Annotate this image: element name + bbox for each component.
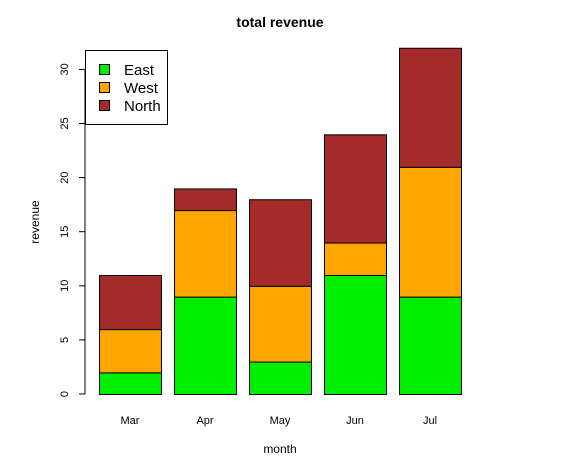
y-tick-label: 5 — [59, 337, 71, 343]
legend-swatch-north — [99, 100, 110, 111]
y-tick-label: 25 — [59, 117, 71, 129]
bar-segment-north-mar — [99, 274, 162, 331]
bar-segment-north-jun — [324, 134, 387, 244]
bar-segment-north-jul — [399, 47, 462, 168]
legend-swatch-west — [99, 82, 110, 93]
bar-segment-east-jul — [399, 296, 462, 395]
y-axis: 0 5 10 15 20 25 30 — [59, 63, 86, 397]
legend-swatch-east — [99, 64, 110, 75]
x-tick-label-may: May — [270, 415, 291, 427]
x-axis-tick-labels: Mar Apr May Jun Jul — [121, 415, 438, 427]
bars — [99, 47, 462, 396]
bar-segment-west-jun — [324, 242, 387, 276]
legend-label-east: East — [124, 62, 155, 79]
bar-segment-east-may — [249, 361, 312, 396]
legend-label-north: North — [124, 98, 161, 115]
x-tick-label-apr: Apr — [196, 415, 213, 427]
bar-segment-east-mar — [99, 372, 162, 395]
chart-title: total revenue — [236, 14, 323, 30]
y-tick-label: 15 — [59, 226, 71, 238]
bar-segment-north-apr — [174, 188, 237, 212]
y-tick-label: 20 — [59, 171, 71, 183]
x-tick-label-jul: Jul — [423, 415, 437, 427]
bar-segment-west-jul — [399, 166, 462, 298]
y-tick-label: 0 — [59, 391, 71, 397]
y-axis-label: revenue — [28, 200, 42, 244]
bar-segment-west-apr — [174, 210, 237, 298]
x-tick-label-mar: Mar — [121, 415, 140, 427]
y-tick-label: 10 — [59, 280, 71, 292]
legend-label-west: West — [124, 80, 159, 97]
bar-segment-east-jun — [324, 274, 387, 396]
bar-segment-north-may — [249, 199, 312, 287]
bar-segment-west-mar — [99, 329, 162, 374]
x-tick-label-jun: Jun — [346, 415, 364, 427]
bar-segment-west-may — [249, 285, 312, 363]
y-tick-label: 30 — [59, 63, 71, 75]
x-axis-label: month — [263, 442, 296, 456]
bar-segment-east-apr — [174, 296, 237, 395]
